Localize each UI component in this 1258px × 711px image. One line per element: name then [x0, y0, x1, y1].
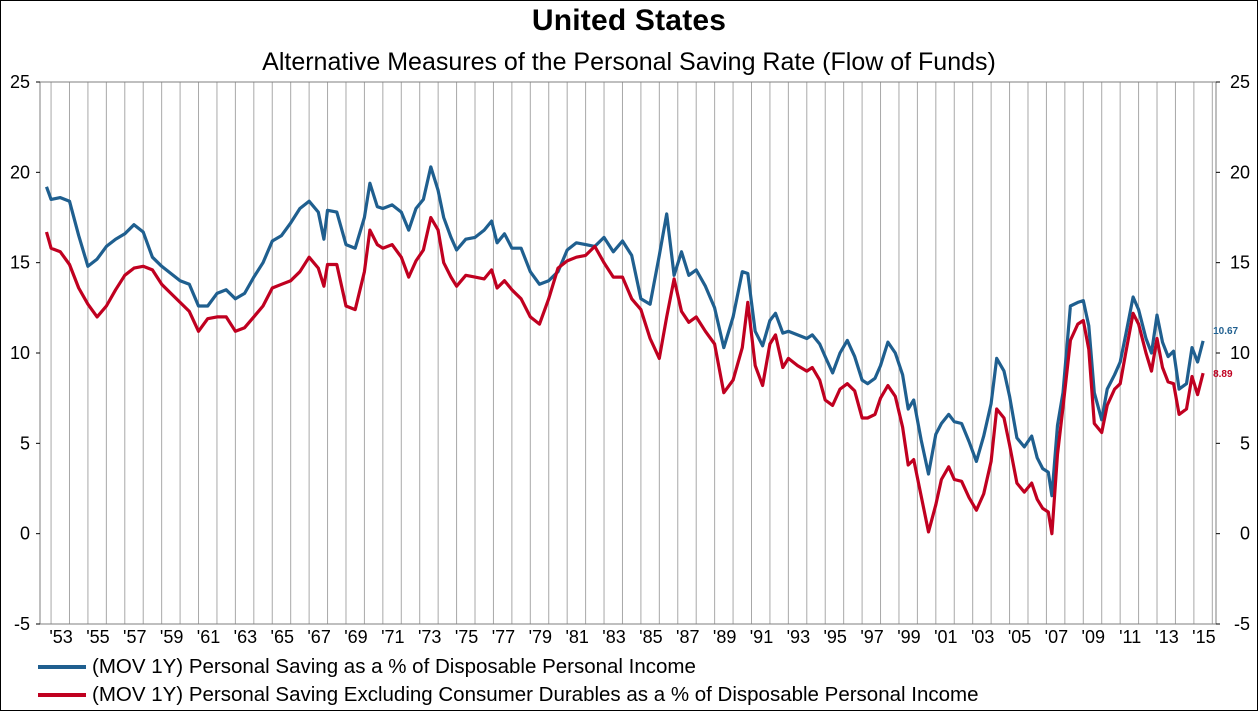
legend-item-1: (MOV 1Y) Personal Saving as a % of Dispo… [38, 655, 696, 679]
x-tick-label: '87 [676, 627, 699, 647]
x-tick-label: '99 [897, 627, 920, 647]
x-tick-label: '83 [602, 627, 625, 647]
x-tick-label: '13 [1155, 627, 1178, 647]
x-tick-label: '09 [1082, 627, 1105, 647]
x-tick-label: '97 [860, 627, 883, 647]
chart-subtitle: Alternative Measures of the Personal Sav… [262, 48, 996, 76]
y-tick-label-right: 15 [1230, 253, 1250, 273]
series-line-2 [44, 215, 1205, 536]
x-tick-label: '61 [197, 627, 220, 647]
y-tick-label: 25 [10, 72, 30, 92]
x-tick-label: '67 [307, 627, 330, 647]
x-tick-label: '75 [455, 627, 478, 647]
end-value-label-1: 10.67 [1213, 326, 1238, 337]
x-tick-label: '71 [381, 627, 404, 647]
x-tick-label: '85 [639, 627, 662, 647]
y-tick-label: -5 [14, 614, 30, 634]
x-tick-label: '53 [49, 627, 72, 647]
end-value-label-2: 8.89 [1213, 369, 1233, 380]
y-tick-label-right: 0 [1240, 524, 1250, 544]
y-tick-label: 10 [10, 343, 30, 363]
x-tick-label: '77 [492, 627, 515, 647]
x-tick-label: '59 [160, 627, 183, 647]
x-tick-label: '03 [971, 627, 994, 647]
series-line-1 [44, 165, 1205, 498]
x-tick-label: '79 [529, 627, 552, 647]
y-tick-label-right: -5 [1234, 614, 1250, 634]
y-tick-label-right: 10 [1230, 343, 1250, 363]
legend-swatch-2 [38, 693, 86, 697]
x-tick-label: '05 [1008, 627, 1031, 647]
y-tick-label-right: 5 [1240, 433, 1250, 453]
x-tick-label: '95 [823, 627, 846, 647]
x-tick-label: '89 [713, 627, 736, 647]
x-tick-label: '81 [565, 627, 588, 647]
x-tick-label: '63 [234, 627, 257, 647]
legend-swatch-1 [38, 665, 86, 669]
x-tick-label: '07 [1045, 627, 1068, 647]
legend-item-2: (MOV 1Y) Personal Saving Excluding Consu… [38, 683, 978, 707]
y-tick-label: 20 [10, 162, 30, 182]
x-tick-label: '01 [934, 627, 957, 647]
y-tick-label-right: 25 [1230, 72, 1250, 92]
x-tick-label: '91 [750, 627, 773, 647]
plot-area [39, 81, 1217, 625]
y-tick-label: 15 [10, 253, 30, 273]
x-tick-label: '57 [123, 627, 146, 647]
legend-label-1: (MOV 1Y) Personal Saving as a % of Dispo… [92, 655, 696, 678]
chart-title: United States [531, 4, 727, 37]
x-tick-label: '15 [1192, 627, 1215, 647]
x-tick-label: '73 [418, 627, 441, 647]
x-tick-label: '65 [271, 627, 294, 647]
y-tick-label: 0 [20, 524, 30, 544]
x-tick-label: '11 [1119, 627, 1141, 647]
x-tick-label: '93 [787, 627, 810, 647]
y-tick-label: 5 [20, 433, 30, 453]
y-tick-label-right: 20 [1230, 162, 1250, 182]
x-tick-label: '55 [86, 627, 109, 647]
legend-label-2: (MOV 1Y) Personal Saving Excluding Consu… [92, 683, 979, 706]
x-tick-label: '69 [344, 627, 367, 647]
